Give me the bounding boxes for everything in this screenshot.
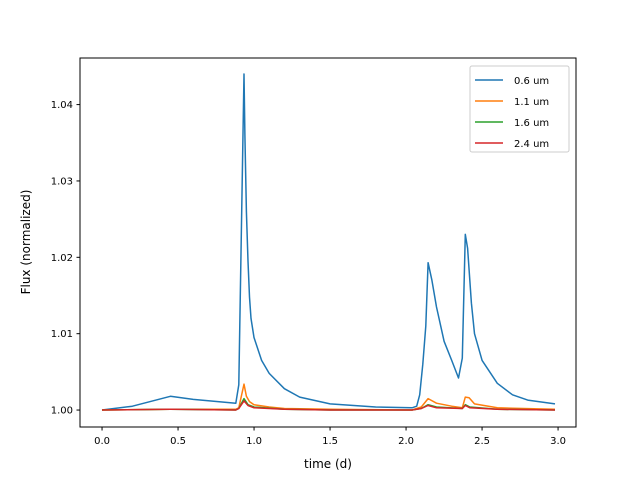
- legend-label: 2.4 um: [514, 139, 549, 150]
- x-tick-label: 2.5: [474, 436, 490, 447]
- x-tick-label: 0.0: [94, 436, 110, 447]
- x-tick-label: 2.0: [398, 436, 414, 447]
- series-line-0: [101, 73, 556, 411]
- legend-label: 0.6 um: [514, 76, 549, 87]
- y-tick-label: 1.01: [51, 329, 73, 340]
- x-tick-label: 3.0: [550, 436, 566, 447]
- axes-frame: [79, 57, 577, 428]
- y-axis-label: Flux (normalized): [19, 190, 33, 295]
- y-tick-label: 1.00: [51, 406, 73, 417]
- x-axis-label: time (d): [304, 457, 352, 471]
- legend-label: 1.6 um: [514, 118, 549, 129]
- y-axis: 1.00 1.01 1.02 1.03 1.04: [51, 100, 80, 417]
- y-tick-label: 1.03: [51, 176, 73, 187]
- legend: 0.6 um 1.1 um 1.6 um 2.4 um: [469, 65, 570, 153]
- legend-label: 1.1 um: [514, 97, 549, 108]
- y-tick-label: 1.02: [51, 253, 73, 264]
- series-layer: [101, 73, 556, 411]
- x-tick-label: 0.5: [170, 436, 186, 447]
- x-tick-label: 1.0: [246, 436, 262, 447]
- x-tick-label: 1.5: [322, 436, 338, 447]
- legend-box: [469, 65, 570, 153]
- x-axis: 0.0 0.5 1.0 1.5 2.0 2.5 3.0: [94, 427, 566, 447]
- series-line-3: [101, 400, 556, 411]
- y-tick-label: 1.04: [51, 100, 73, 111]
